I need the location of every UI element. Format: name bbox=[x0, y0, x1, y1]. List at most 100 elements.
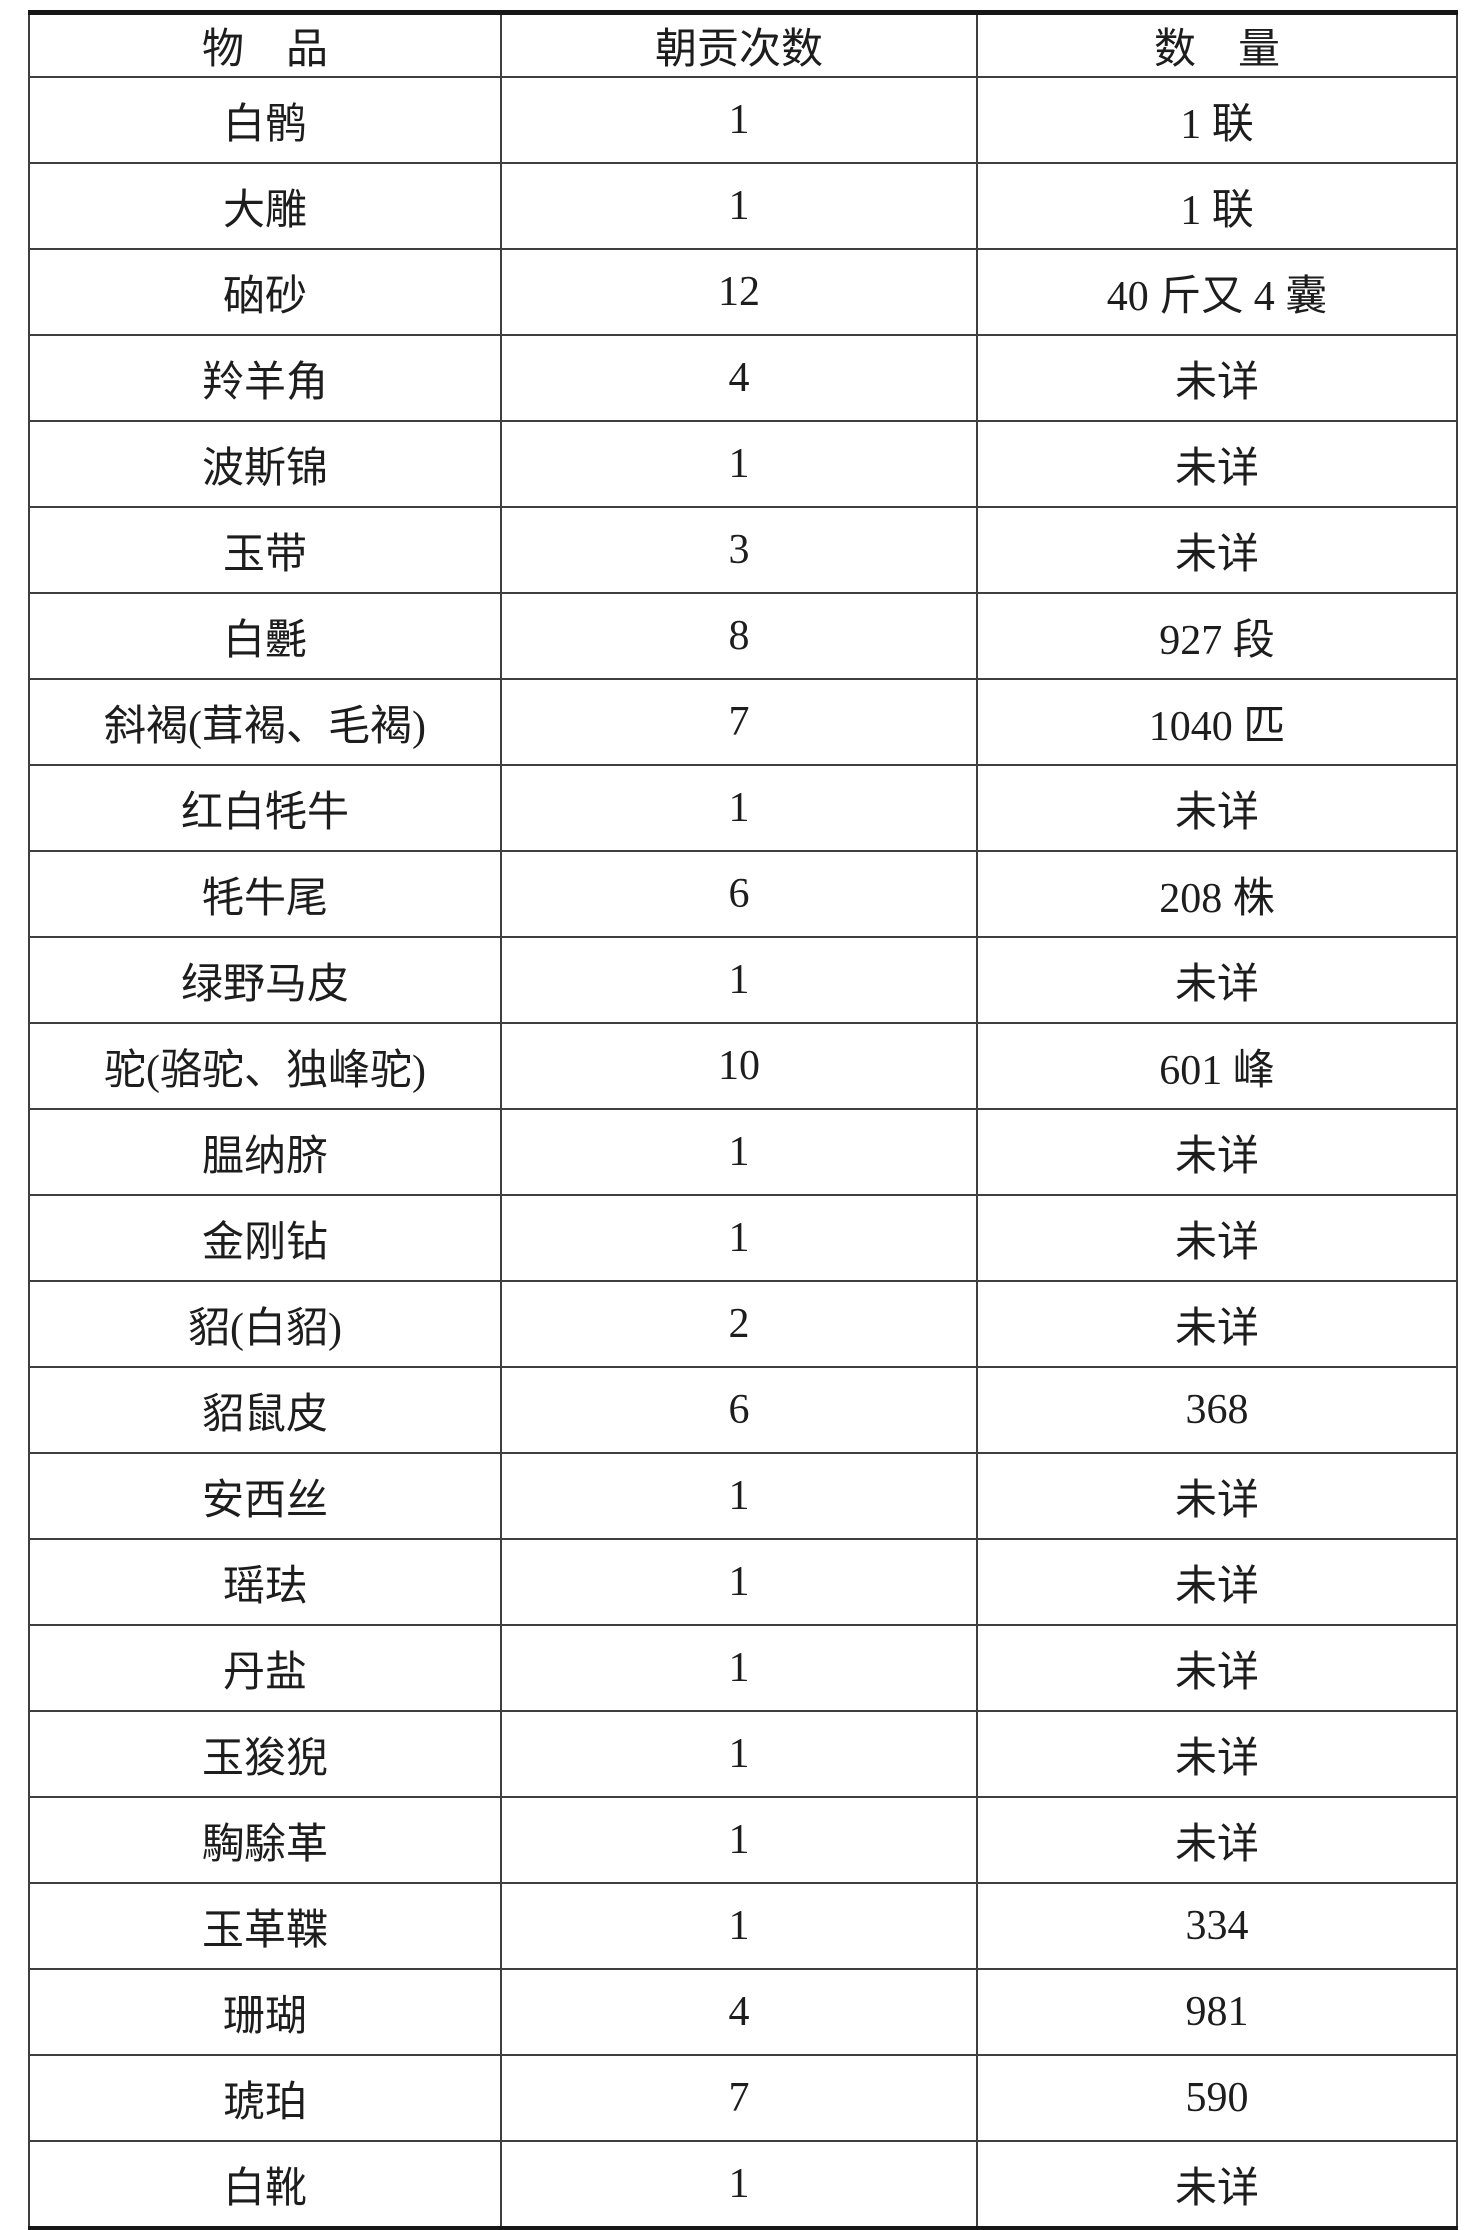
item-cell: 瑶珐 bbox=[28, 1538, 502, 1626]
item-cell: 硇砂 bbox=[28, 248, 502, 336]
table-row: 牦牛尾 6 208 株 bbox=[28, 850, 1458, 938]
table-row: 白靴 1 未详 bbox=[28, 2140, 1458, 2230]
col-header-item: 物 品 bbox=[28, 11, 502, 78]
table-row: 波斯锦 1 未详 bbox=[28, 420, 1458, 508]
quantity-cell: 601 峰 bbox=[976, 1022, 1458, 1110]
item-cell: 貂(白貂) bbox=[28, 1280, 502, 1368]
tribute-times-cell: 3 bbox=[500, 506, 978, 594]
item-cell: 白氎 bbox=[28, 592, 502, 680]
quantity-cell: 未详 bbox=[976, 506, 1458, 594]
quantity-cell: 1 联 bbox=[976, 162, 1458, 250]
table-row: 玉革鞢 1 334 bbox=[28, 1882, 1458, 1970]
table-row: 貂鼠皮 6 368 bbox=[28, 1366, 1458, 1454]
item-cell: 貂鼠皮 bbox=[28, 1366, 502, 1454]
table-row: 腽纳脐 1 未详 bbox=[28, 1108, 1458, 1196]
quantity-cell: 981 bbox=[976, 1968, 1458, 2056]
table-row: 绿野马皮 1 未详 bbox=[28, 936, 1458, 1024]
tribute-times-cell: 1 bbox=[500, 162, 978, 250]
tribute-times-cell: 10 bbox=[500, 1022, 978, 1110]
quantity-cell: 未详 bbox=[976, 764, 1458, 852]
table-row: 丹盐 1 未详 bbox=[28, 1624, 1458, 1712]
table-row: 硇砂 12 40 斤又 4 囊 bbox=[28, 248, 1458, 336]
item-cell: 金刚钻 bbox=[28, 1194, 502, 1282]
tribute-times-cell: 1 bbox=[500, 420, 978, 508]
table-row: 斜褐(茸褐、毛褐) 7 1040 匹 bbox=[28, 678, 1458, 766]
tribute-times-cell: 6 bbox=[500, 1366, 978, 1454]
quantity-cell: 1040 匹 bbox=[976, 678, 1458, 766]
quantity-cell: 208 株 bbox=[976, 850, 1458, 938]
table-row: 琥珀 7 590 bbox=[28, 2054, 1458, 2142]
tribute-times-cell: 1 bbox=[500, 76, 978, 164]
header-row: 物 品 朝贡次数 数 量 bbox=[28, 11, 1458, 78]
item-cell: 琥珀 bbox=[28, 2054, 502, 2142]
quantity-cell: 1 联 bbox=[976, 76, 1458, 164]
tribute-times-cell: 1 bbox=[500, 2140, 978, 2230]
table-row: 騊駼革 1 未详 bbox=[28, 1796, 1458, 1884]
tribute-times-cell: 8 bbox=[500, 592, 978, 680]
quantity-cell: 未详 bbox=[976, 1280, 1458, 1368]
item-cell: 珊瑚 bbox=[28, 1968, 502, 2056]
item-cell: 白鹘 bbox=[28, 76, 502, 164]
item-cell: 玉带 bbox=[28, 506, 502, 594]
item-cell: 騊駼革 bbox=[28, 1796, 502, 1884]
tribute-times-cell: 7 bbox=[500, 2054, 978, 2142]
quantity-cell: 927 段 bbox=[976, 592, 1458, 680]
item-cell: 牦牛尾 bbox=[28, 850, 502, 938]
quantity-cell: 368 bbox=[976, 1366, 1458, 1454]
item-cell: 腽纳脐 bbox=[28, 1108, 502, 1196]
quantity-cell: 未详 bbox=[976, 1796, 1458, 1884]
item-cell: 丹盐 bbox=[28, 1624, 502, 1712]
item-cell: 绿野马皮 bbox=[28, 936, 502, 1024]
tribute-times-cell: 1 bbox=[500, 1538, 978, 1626]
table-row: 白鹘 1 1 联 bbox=[28, 76, 1458, 164]
table-row: 玉狻猊 1 未详 bbox=[28, 1710, 1458, 1798]
table-row: 安西丝 1 未详 bbox=[28, 1452, 1458, 1540]
table-row: 白氎 8 927 段 bbox=[28, 592, 1458, 680]
quantity-cell: 未详 bbox=[976, 1194, 1458, 1282]
tribute-times-cell: 12 bbox=[500, 248, 978, 336]
tribute-times-cell: 2 bbox=[500, 1280, 978, 1368]
tribute-times-cell: 1 bbox=[500, 1710, 978, 1798]
table-row: 珊瑚 4 981 bbox=[28, 1968, 1458, 2056]
tribute-times-cell: 1 bbox=[500, 1624, 978, 1712]
item-cell: 玉革鞢 bbox=[28, 1882, 502, 1970]
quantity-cell: 未详 bbox=[976, 1624, 1458, 1712]
tribute-times-cell: 1 bbox=[500, 764, 978, 852]
tribute-times-cell: 1 bbox=[500, 1194, 978, 1282]
tribute-times-cell: 7 bbox=[500, 678, 978, 766]
item-cell: 波斯锦 bbox=[28, 420, 502, 508]
item-cell: 大雕 bbox=[28, 162, 502, 250]
table-row: 羚羊角 4 未详 bbox=[28, 334, 1458, 422]
quantity-cell: 40 斤又 4 囊 bbox=[976, 248, 1458, 336]
quantity-cell: 未详 bbox=[976, 936, 1458, 1024]
table-row: 貂(白貂) 2 未详 bbox=[28, 1280, 1458, 1368]
item-cell: 驼(骆驼、独峰驼) bbox=[28, 1022, 502, 1110]
table-row: 大雕 1 1 联 bbox=[28, 162, 1458, 250]
tribute-times-cell: 4 bbox=[500, 334, 978, 422]
quantity-cell: 未详 bbox=[976, 1108, 1458, 1196]
tribute-times-cell: 1 bbox=[500, 1882, 978, 1970]
col-header-quantity: 数 量 bbox=[976, 11, 1458, 78]
quantity-cell: 590 bbox=[976, 2054, 1458, 2142]
table-row: 红白牦牛 1 未详 bbox=[28, 764, 1458, 852]
item-cell: 安西丝 bbox=[28, 1452, 502, 1540]
quantity-cell: 未详 bbox=[976, 420, 1458, 508]
tribute-times-cell: 4 bbox=[500, 1968, 978, 2056]
table-body: 白鹘 1 1 联大雕 1 1 联硇砂 12 40 斤又 4 囊羚羊角 4 未详 波斯锦 1 未详 玉带 3… bbox=[28, 76, 1458, 2230]
col-header-tribute-times: 朝贡次数 bbox=[500, 11, 978, 78]
quantity-cell: 未详 bbox=[976, 1710, 1458, 1798]
tribute-times-cell: 6 bbox=[500, 850, 978, 938]
quantity-cell: 未详 bbox=[976, 1538, 1458, 1626]
table-row: 驼(骆驼、独峰驼) 10 601 峰 bbox=[28, 1022, 1458, 1110]
item-cell: 红白牦牛 bbox=[28, 764, 502, 852]
quantity-cell: 334 bbox=[976, 1882, 1458, 1970]
quantity-cell: 未详 bbox=[976, 334, 1458, 422]
item-cell: 斜褐(茸褐、毛褐) bbox=[28, 678, 502, 766]
table-row: 金刚钻 1 未详 bbox=[28, 1194, 1458, 1282]
tribute-items-table: 物 品 朝贡次数 数 量 白鹘 1 1 联大雕 1 1 联硇砂 12 40 斤又 4 囊羚羊… bbox=[28, 10, 1458, 2230]
item-cell: 白靴 bbox=[28, 2140, 502, 2230]
tribute-times-cell: 1 bbox=[500, 1108, 978, 1196]
tribute-times-cell: 1 bbox=[500, 1452, 978, 1540]
item-cell: 羚羊角 bbox=[28, 334, 502, 422]
